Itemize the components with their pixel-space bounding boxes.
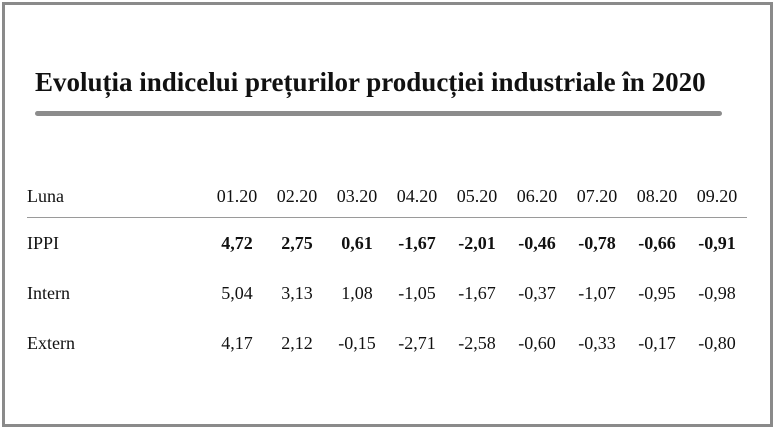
table-cell: 5,04	[221, 282, 253, 303]
month-header: 09.20	[687, 175, 747, 218]
month-header: 01.20	[207, 175, 267, 218]
row-label: Extern	[27, 332, 75, 353]
table-cell: -0,46	[518, 232, 556, 253]
table-cell: -0,98	[698, 282, 736, 303]
table-cell: -0,95	[638, 282, 676, 303]
table-cell: -0,33	[578, 332, 616, 353]
table-cell: -2,58	[458, 332, 496, 353]
table-cell: -0,66	[638, 232, 676, 253]
table-cell: 4,72	[221, 232, 253, 253]
price-index-table: Luna 01.20 02.20 03.20 04.20 05.20 06.20…	[27, 175, 747, 368]
month-header: 03.20	[327, 175, 387, 218]
table-cell: -0,17	[638, 332, 676, 353]
month-header: 08.20	[627, 175, 687, 218]
table-cell: -2,01	[458, 232, 496, 253]
month-header: 07.20	[567, 175, 627, 218]
title-underline	[35, 111, 722, 116]
table-cell: 2,12	[281, 332, 313, 353]
table-cell: -0,60	[518, 332, 556, 353]
month-header: 05.20	[447, 175, 507, 218]
table-cell: -1,67	[458, 282, 496, 303]
table-cell: -1,07	[578, 282, 616, 303]
table-cell: 1,08	[341, 282, 373, 303]
header-label-luna: Luna	[27, 175, 207, 218]
table-cell: 0,61	[341, 232, 373, 253]
table-cell: -0,80	[698, 332, 736, 353]
table-header-row: Luna 01.20 02.20 03.20 04.20 05.20 06.20…	[27, 175, 747, 218]
month-header: 02.20	[267, 175, 327, 218]
document-frame: Evoluția indicelui prețurilor producției…	[2, 2, 773, 427]
table-row-intern: Intern 5,04 3,13 1,08 -1,05 -1,67 -0,37 …	[27, 268, 747, 318]
month-header: 06.20	[507, 175, 567, 218]
table-cell: -1,67	[398, 232, 436, 253]
table-cell: -1,05	[398, 282, 436, 303]
row-label: IPPI	[27, 232, 60, 253]
table-cell: 2,75	[281, 232, 313, 253]
table-cell: -0,37	[518, 282, 556, 303]
month-header: 04.20	[387, 175, 447, 218]
table-cell: -0,91	[698, 232, 736, 253]
table-cell: -2,71	[398, 332, 436, 353]
table-cell: -0,78	[578, 232, 616, 253]
table-cell: 4,17	[221, 332, 253, 353]
table-cell: 3,13	[281, 282, 313, 303]
row-label: Intern	[27, 282, 70, 303]
page-title: Evoluția indicelui prețurilor producției…	[35, 67, 706, 97]
table-cell: -0,15	[338, 332, 376, 353]
table-row-ippi: IPPI 4,72 2,75 0,61 -1,67 -2,01 -0,46 -0…	[27, 218, 747, 269]
table-row-extern: Extern 4,17 2,12 -0,15 -2,71 -2,58 -0,60…	[27, 318, 747, 368]
